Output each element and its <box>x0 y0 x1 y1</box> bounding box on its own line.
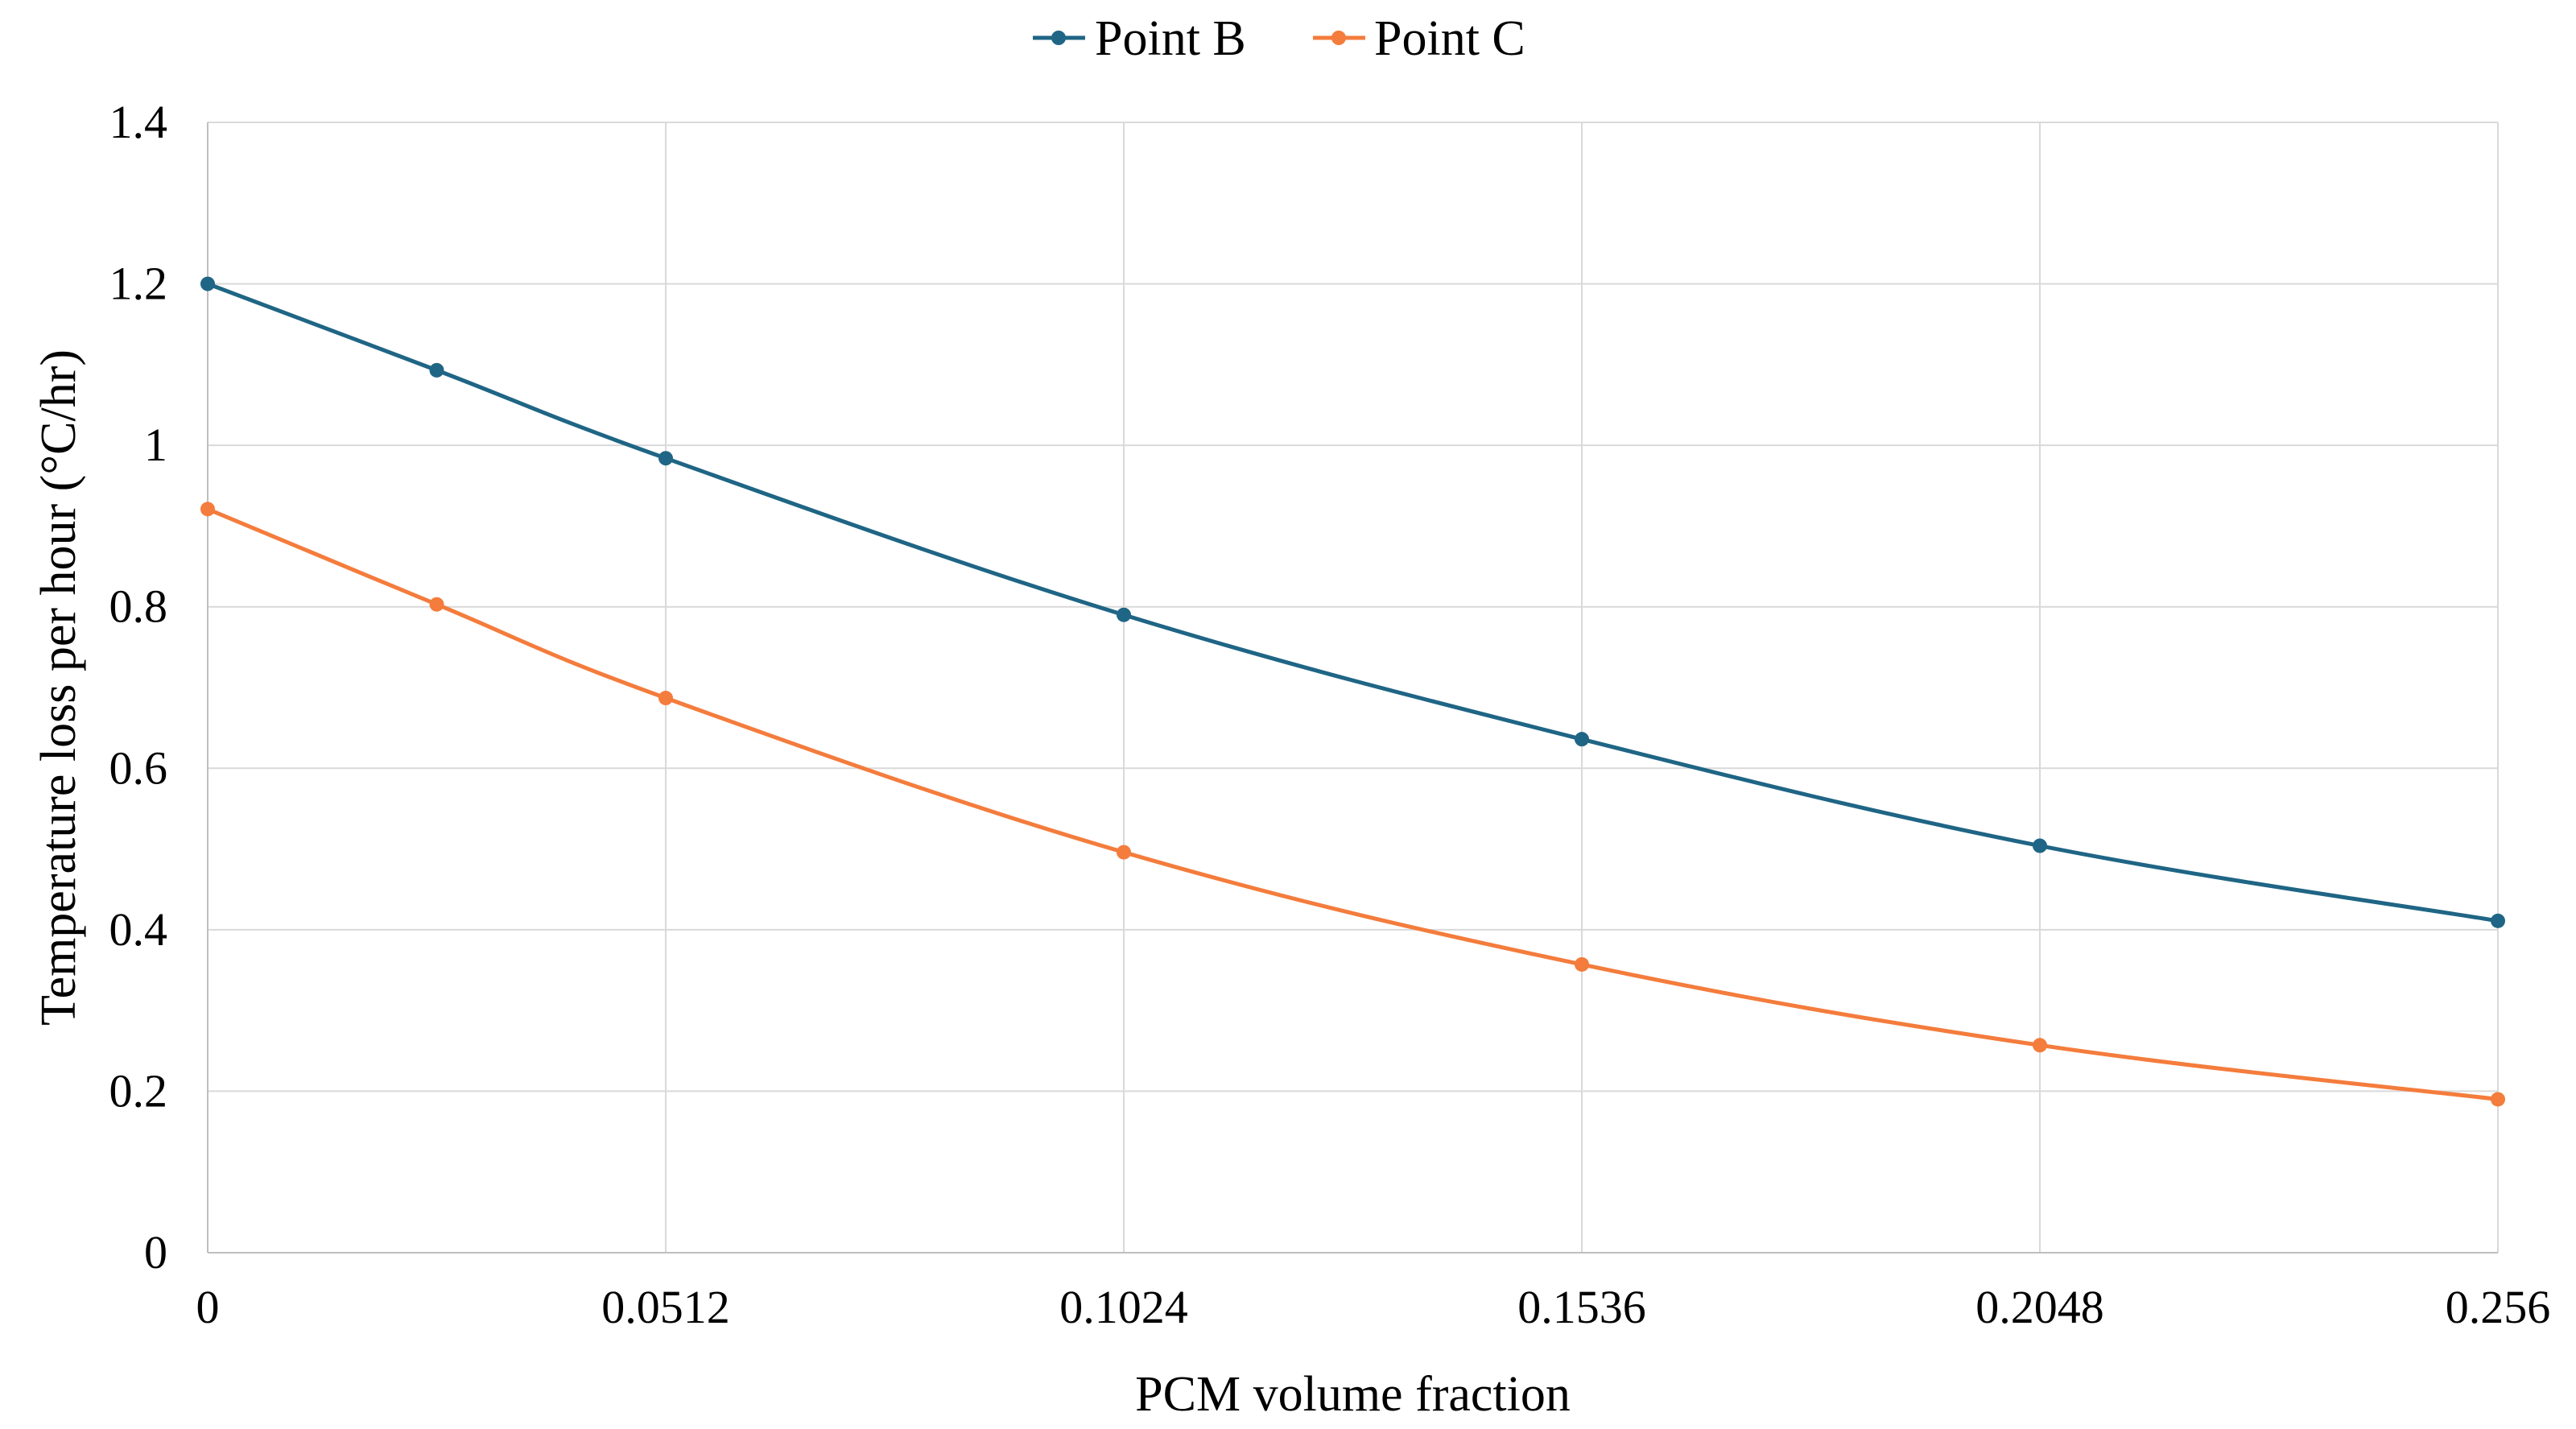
series-point-c <box>200 502 2505 1107</box>
x-tick-label: 0.1024 <box>1059 1281 1188 1333</box>
data-point-point-b <box>2491 913 2505 928</box>
series-line-point-c <box>207 507 2499 1101</box>
axes <box>207 122 2498 1253</box>
data-point-point-c <box>1575 956 1589 972</box>
y-tick-label: 0 <box>144 1226 167 1278</box>
data-point-point-b <box>2033 838 2047 853</box>
data-point-point-c <box>1117 845 1131 860</box>
y-tick-label: 1.2 <box>109 258 168 310</box>
data-point-point-c <box>200 502 215 517</box>
legend-label: Point B <box>1095 11 1246 66</box>
y-tick-label: 0.4 <box>109 903 168 956</box>
y-tick-label: 0.6 <box>109 741 168 794</box>
data-point-point-c <box>2033 1038 2047 1053</box>
x-tick-label: 0.1536 <box>1517 1281 1646 1333</box>
x-axis-ticks: 0 0.0512 0.1024 0.1536 0.2048 0.256 <box>196 1281 2551 1333</box>
data-point-point-b <box>200 276 215 291</box>
legend-swatch-marker <box>1051 31 1066 45</box>
x-tick-label: 0 <box>196 1281 220 1333</box>
legend-label: Point C <box>1374 11 1525 66</box>
y-axis-title: Temperature loss per hour (°C/hr) <box>31 349 86 1026</box>
data-point-point-b <box>1575 732 1589 747</box>
legend-item-point-b: Point B <box>1033 11 1246 66</box>
grid-lines <box>207 122 2499 1253</box>
data-point-point-b <box>1117 607 1131 622</box>
y-tick-label: 1.4 <box>109 96 168 148</box>
legend-swatch-marker <box>1331 31 1346 45</box>
data-point-point-c <box>2491 1092 2505 1107</box>
legend: Point B Point C <box>1033 11 1525 66</box>
y-axis-ticks: 0 0.2 0.4 0.6 0.8 1 1.2 1.4 <box>109 96 168 1278</box>
data-point-point-b <box>658 451 673 466</box>
x-tick-label: 0.0512 <box>601 1281 730 1333</box>
data-point-point-b <box>429 362 444 378</box>
x-tick-label: 0.2048 <box>1975 1281 2104 1333</box>
y-tick-label: 0.8 <box>109 580 168 633</box>
series-layer <box>200 276 2505 1107</box>
series-line-point-b <box>207 282 2499 923</box>
x-axis-title: PCM volume fraction <box>1135 1367 1571 1422</box>
data-point-point-c <box>429 597 444 612</box>
series-point-b <box>200 276 2505 928</box>
y-tick-label: 0.2 <box>109 1064 168 1117</box>
legend-item-point-c: Point C <box>1313 11 1525 66</box>
x-tick-label: 0.256 <box>2446 1281 2551 1333</box>
data-point-point-c <box>658 691 673 706</box>
y-tick-label: 1 <box>144 419 167 471</box>
